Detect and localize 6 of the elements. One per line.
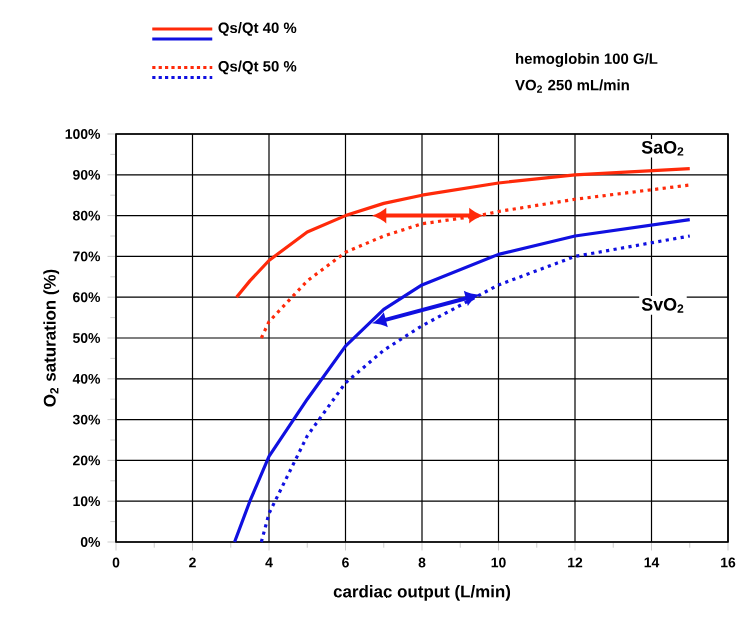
annotation: SaO$_{2}$ [641, 140, 684, 156]
y-axis-title: O$_{2}$ saturation (%) [43, 269, 60, 407]
line-series [234, 167, 692, 299]
annotation: SvO$_{2}$ [641, 298, 684, 313]
x-axis-title: cardiac output (L/min) [333, 585, 511, 601]
line-series [259, 183, 692, 340]
